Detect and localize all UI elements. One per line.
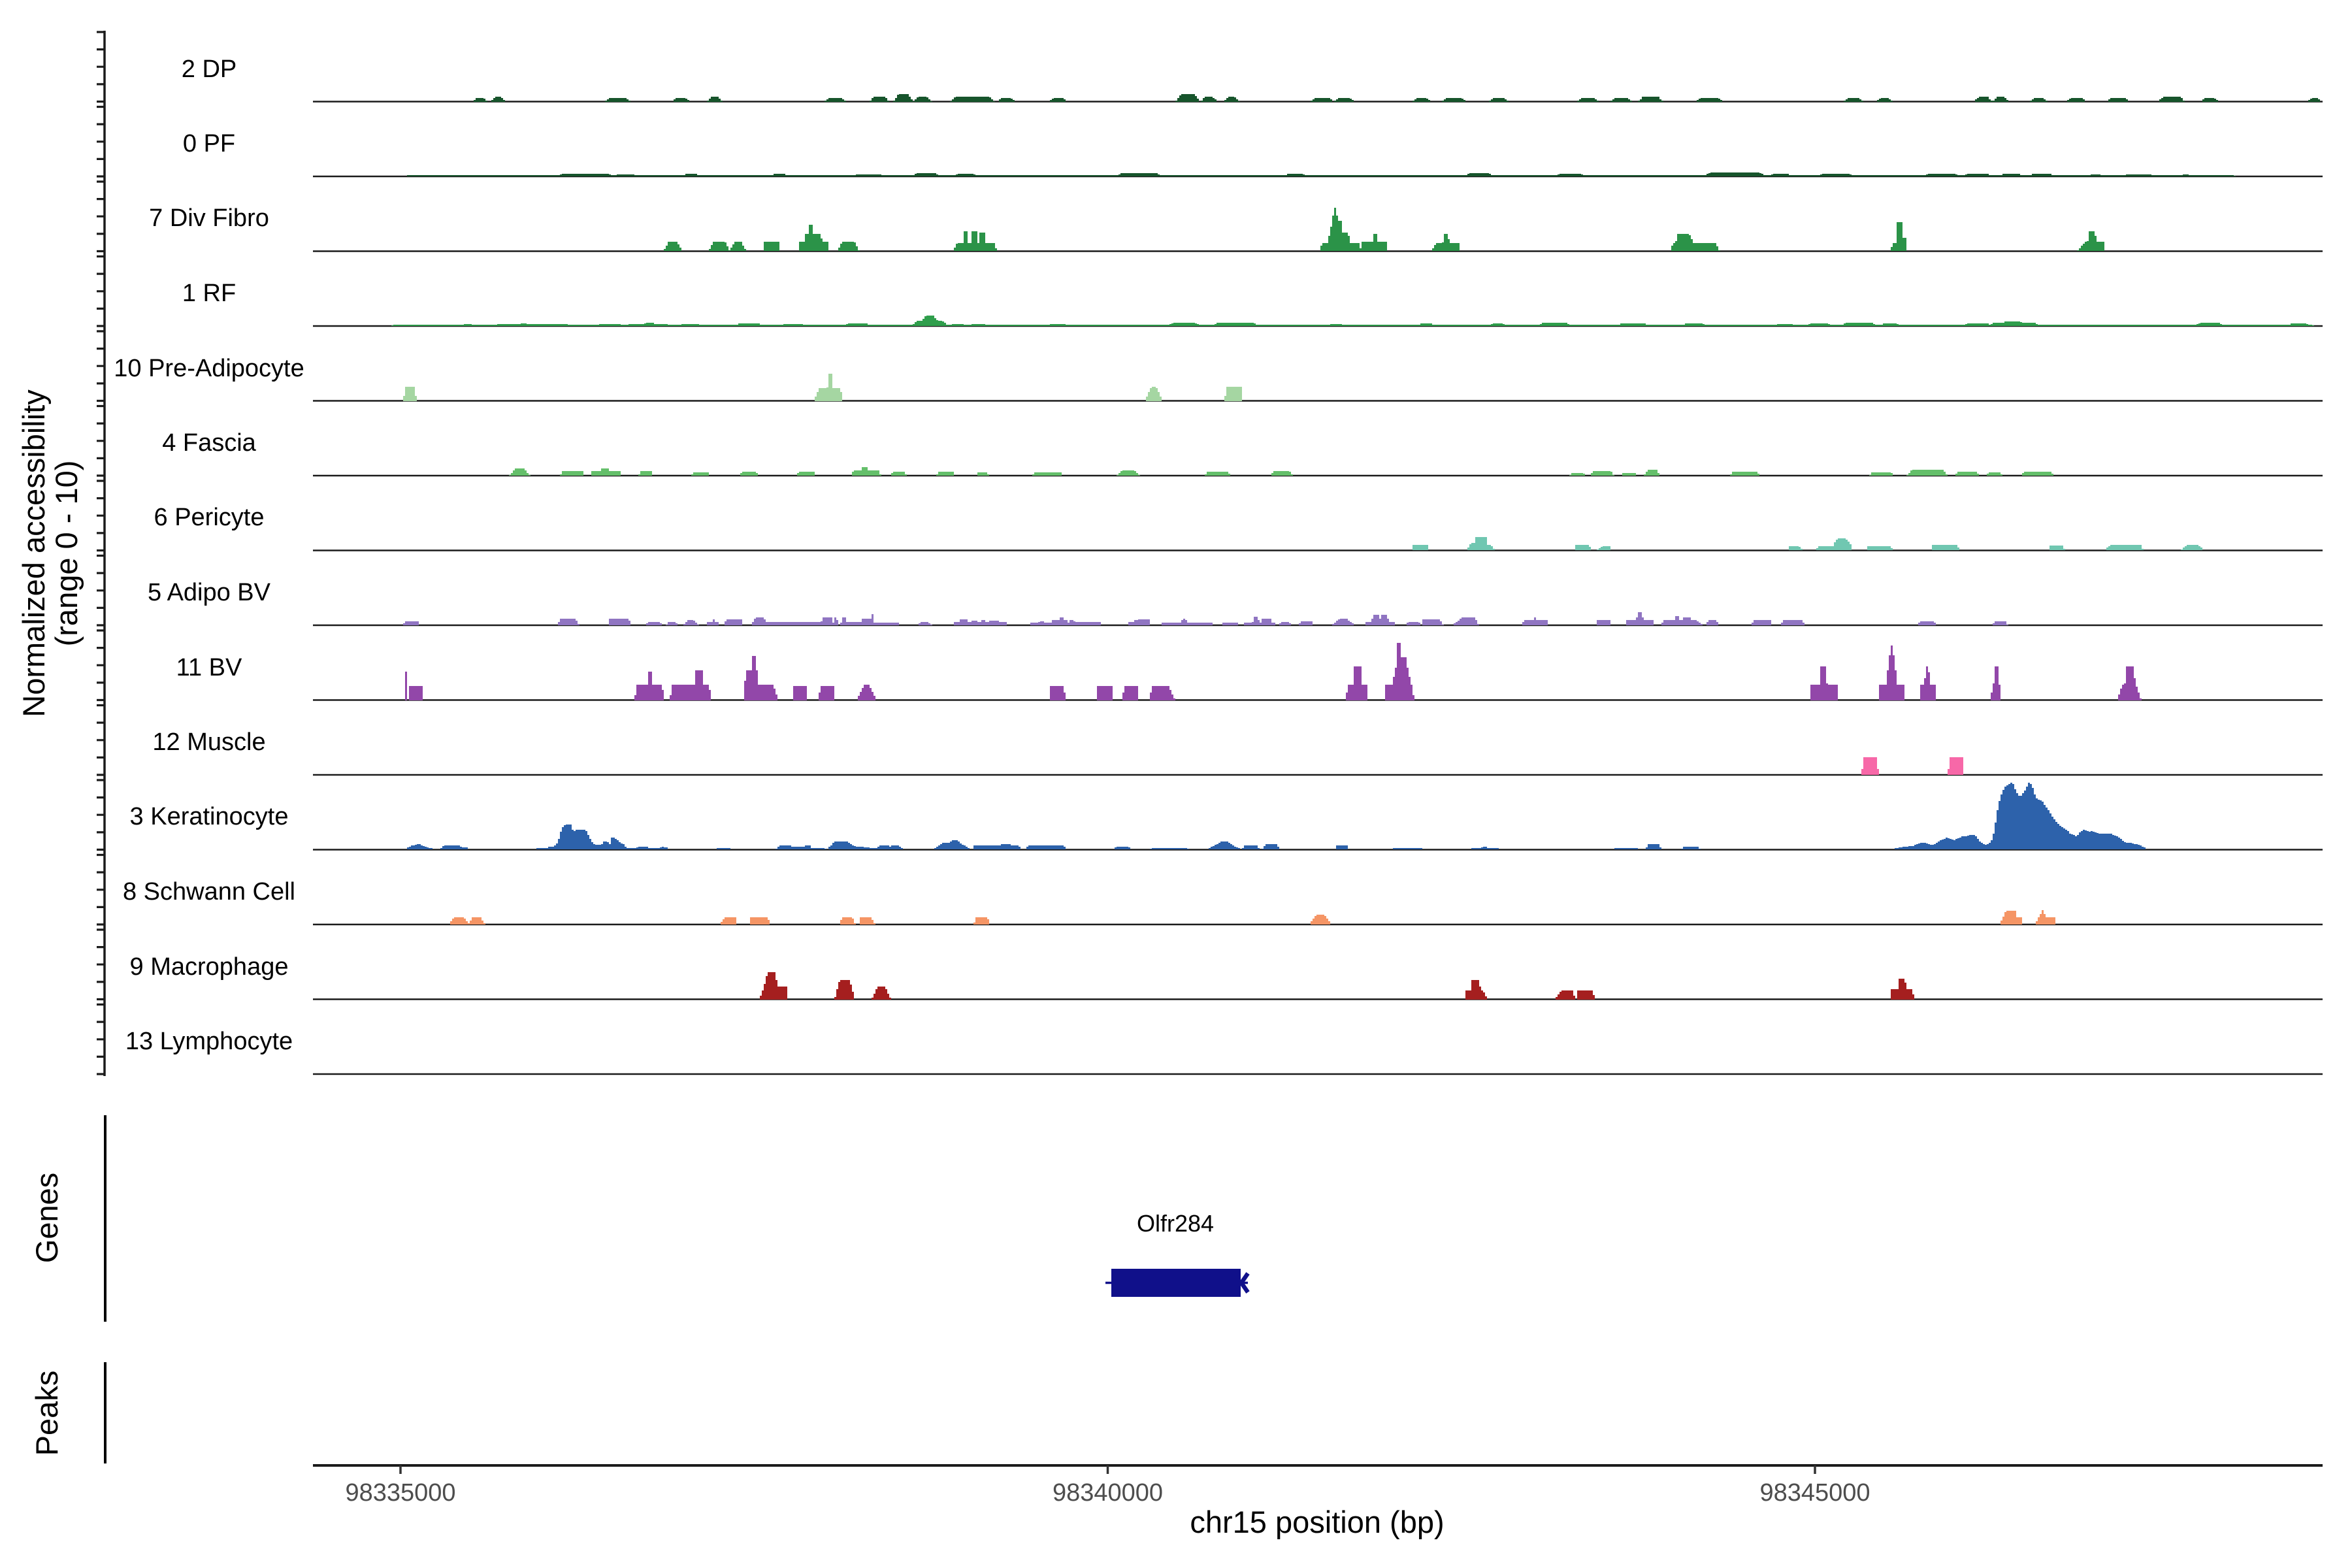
svg-text:1 RF: 1 RF	[182, 280, 236, 307]
svg-text:8 Schwann Cell: 8 Schwann Cell	[123, 878, 295, 906]
svg-text:7 Div Fibro: 7 Div Fibro	[149, 204, 269, 232]
svg-text:13 Lymphocyte: 13 Lymphocyte	[125, 1028, 293, 1055]
svg-text:6 Pericyte: 6 Pericyte	[154, 504, 265, 531]
svg-text:9 Macrophage: 9 Macrophage	[130, 953, 289, 981]
svg-text:98335000: 98335000	[345, 1479, 455, 1507]
svg-text:(range 0 - 10): (range 0 - 10)	[49, 461, 84, 647]
svg-text:4 Fascia: 4 Fascia	[162, 429, 256, 457]
svg-text:Normalized accessibility: Normalized accessibility	[16, 389, 51, 717]
svg-text:12 Muscle: 12 Muscle	[152, 728, 265, 756]
svg-text:Peaks: Peaks	[29, 1371, 64, 1456]
svg-text:5 Adipo BV: 5 Adipo BV	[148, 579, 271, 606]
svg-text:98340000: 98340000	[1053, 1479, 1163, 1507]
svg-text:98345000: 98345000	[1759, 1479, 1870, 1507]
svg-text:chr15 position (bp): chr15 position (bp)	[1190, 1505, 1444, 1539]
svg-text:0 PF: 0 PF	[183, 130, 235, 157]
svg-text:2 DP: 2 DP	[182, 56, 237, 83]
svg-text:Olfr284: Olfr284	[1137, 1210, 1214, 1237]
svg-text:Genes: Genes	[29, 1173, 64, 1263]
svg-text:3 Keratinocyte: 3 Keratinocyte	[130, 803, 289, 830]
svg-text:10 Pre-Adipocyte: 10 Pre-Adipocyte	[114, 355, 304, 382]
svg-text:11 BV: 11 BV	[176, 654, 242, 681]
